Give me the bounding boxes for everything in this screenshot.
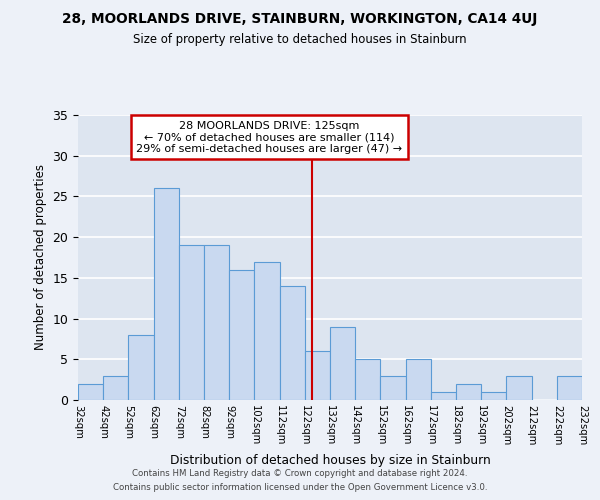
- Bar: [355, 360, 380, 400]
- Bar: [481, 392, 506, 400]
- Bar: [406, 360, 431, 400]
- Bar: [204, 246, 229, 400]
- Bar: [78, 384, 103, 400]
- Bar: [254, 262, 280, 400]
- Bar: [305, 351, 330, 400]
- Text: Contains HM Land Registry data © Crown copyright and database right 2024.: Contains HM Land Registry data © Crown c…: [132, 468, 468, 477]
- Text: 28, MOORLANDS DRIVE, STAINBURN, WORKINGTON, CA14 4UJ: 28, MOORLANDS DRIVE, STAINBURN, WORKINGT…: [62, 12, 538, 26]
- Bar: [280, 286, 305, 400]
- Bar: [154, 188, 179, 400]
- Bar: [103, 376, 128, 400]
- Text: 28 MOORLANDS DRIVE: 125sqm
← 70% of detached houses are smaller (114)
29% of sem: 28 MOORLANDS DRIVE: 125sqm ← 70% of deta…: [136, 120, 403, 154]
- Bar: [456, 384, 481, 400]
- Bar: [179, 246, 204, 400]
- X-axis label: Distribution of detached houses by size in Stainburn: Distribution of detached houses by size …: [170, 454, 490, 466]
- Bar: [380, 376, 406, 400]
- Bar: [506, 376, 532, 400]
- Bar: [557, 376, 582, 400]
- Bar: [229, 270, 254, 400]
- Bar: [431, 392, 456, 400]
- Bar: [128, 335, 154, 400]
- Y-axis label: Number of detached properties: Number of detached properties: [34, 164, 47, 350]
- Text: Size of property relative to detached houses in Stainburn: Size of property relative to detached ho…: [133, 32, 467, 46]
- Bar: [330, 326, 355, 400]
- Text: Contains public sector information licensed under the Open Government Licence v3: Contains public sector information licen…: [113, 484, 487, 492]
